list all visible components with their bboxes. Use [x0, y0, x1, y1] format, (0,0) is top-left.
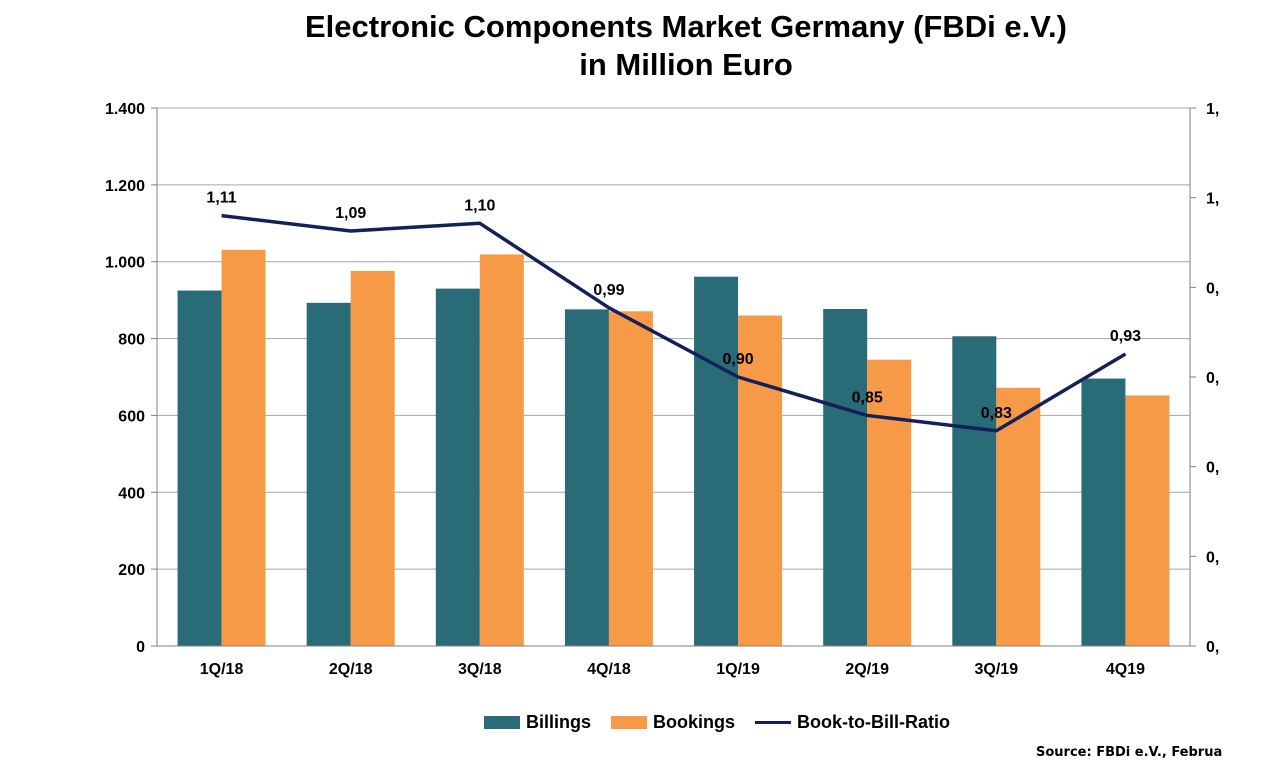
- ratio-label-2: 1,10: [464, 197, 495, 214]
- ratio-label-0: 1,11: [206, 190, 236, 207]
- bar-billings-2: [435, 288, 480, 646]
- legend-item-ratio: Book-to-Bill-Ratio: [755, 712, 950, 733]
- y-tick-label-5: 1.000: [105, 255, 145, 272]
- legend-swatch-ratio: [755, 721, 792, 724]
- bar-billings-6: [952, 336, 997, 646]
- x-tick-label-0: 1Q/18: [200, 661, 244, 678]
- bar-bookings-7: [1125, 395, 1170, 646]
- x-tick-label-7: 4Q19: [1106, 661, 1145, 678]
- y2-tick-label-2: 0,: [1206, 280, 1219, 297]
- y-tick-label-7: 1.400: [105, 101, 145, 118]
- chart-labels: 0 200 400 600 800 1.000 1.200 1.400 1, 1, 0, 0, 0, 0,…: [105, 101, 1219, 678]
- x-tick-label-3: 4Q/18: [587, 661, 631, 678]
- legend-item-bookings: Bookings: [611, 712, 735, 733]
- x-tick-label-6: 3Q/19: [975, 661, 1019, 678]
- axes: [151, 107, 1196, 647]
- bar-bookings-0: [221, 249, 266, 646]
- legend: Billings Bookings Book-to-Bill-Ratio: [0, 712, 1280, 733]
- y2-tick-label-5: 0,: [1206, 549, 1219, 566]
- bar-billings-5: [823, 308, 868, 646]
- bar-bookings-5: [867, 359, 912, 646]
- legend-swatch-bookings: [611, 716, 647, 729]
- ratio-label-4: 0,90: [722, 351, 753, 368]
- ratio-label-7: 0,93: [1110, 328, 1141, 345]
- chart-title: Electronic Components Market Germany (FB…: [0, 8, 1280, 84]
- y-tick-label-6: 1.200: [105, 178, 145, 195]
- ratio-label-5: 0,85: [852, 389, 883, 406]
- y-tick-label-4: 800: [118, 332, 145, 349]
- legend-label-ratio: Book-to-Bill-Ratio: [797, 712, 950, 732]
- bar-billings-0: [177, 290, 222, 646]
- bars: [177, 249, 1170, 647]
- source-note: Source: FBDi e.V., Februa: [1036, 745, 1223, 760]
- bar-bookings-3: [608, 311, 653, 646]
- ratio-label-3: 0,99: [593, 282, 624, 299]
- bar-bookings-6: [996, 387, 1041, 646]
- x-tick-label-1: 2Q/18: [329, 661, 373, 678]
- chart-title-line-2: in Million Euro: [579, 47, 793, 82]
- bar-billings-1: [306, 302, 351, 646]
- legend-item-billings: Billings: [483, 712, 591, 733]
- ratio-polyline: [221, 213, 1127, 433]
- bar-billings-3: [564, 309, 609, 646]
- x-tick-label-4: 1Q/19: [716, 661, 760, 678]
- y-tick-label-3: 600: [118, 408, 145, 425]
- y2-tick-label-6: 0,: [1206, 639, 1219, 656]
- y-tick-label-2: 400: [118, 485, 145, 502]
- x-tick-label-5: 2Q/19: [845, 661, 889, 678]
- bar-bookings-2: [479, 254, 524, 647]
- y-tick-label-0: 0: [136, 639, 145, 656]
- ratio-label-6: 0,83: [981, 405, 1012, 422]
- y2-tick-label-3: 0,: [1206, 370, 1219, 387]
- legend-swatch-billings: [483, 716, 520, 729]
- ratio-label-1: 1,09: [335, 205, 366, 222]
- legend-label-bookings: Bookings: [653, 712, 736, 732]
- y-tick-label-1: 200: [118, 562, 145, 579]
- y2-tick-label-1: 1,: [1206, 191, 1219, 208]
- bar-billings-7: [1081, 378, 1126, 646]
- y2-tick-label-4: 0,: [1206, 460, 1219, 477]
- bar-billings-4: [694, 276, 739, 646]
- legend-label-billings: Billings: [525, 712, 591, 732]
- ratio-line: [221, 213, 1127, 433]
- chart-title-line-1: Electronic Components Market Germany (FB…: [305, 9, 1067, 44]
- bar-bookings-1: [350, 270, 395, 646]
- y2-tick-label-0: 1,: [1206, 101, 1219, 118]
- bar-bookings-4: [738, 315, 783, 646]
- x-tick-label-2: 3Q/18: [458, 661, 502, 678]
